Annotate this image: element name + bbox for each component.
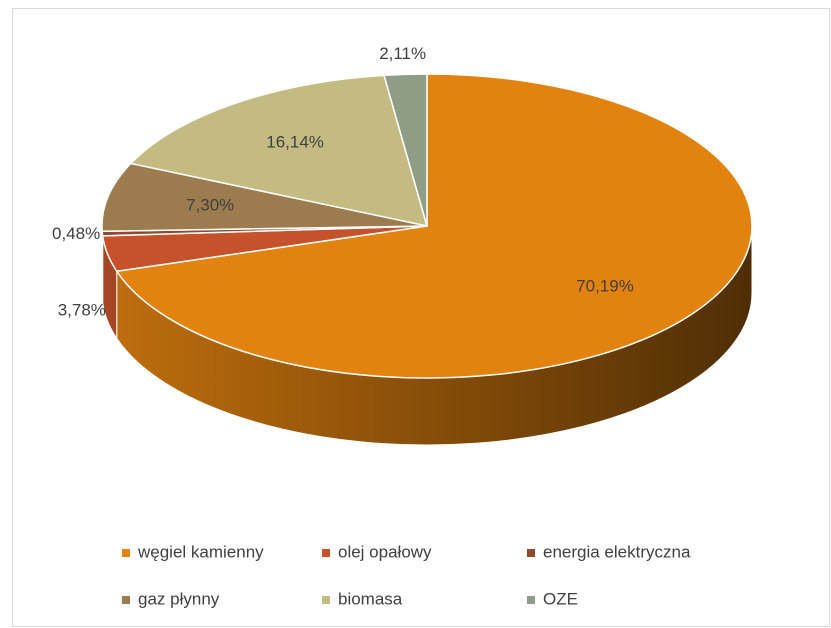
data-label: 7,30% <box>186 195 234 214</box>
legend-swatch <box>322 596 330 604</box>
pie-slice <box>383 73 428 227</box>
legend-swatch <box>322 549 330 557</box>
legend-swatch <box>122 549 130 557</box>
legend: węgiel kamienny olej opałowy energia elekt… <box>122 542 691 608</box>
legend-label: energia elektryczna <box>543 542 691 561</box>
data-label: 0,48% <box>52 224 100 243</box>
pie-slice <box>115 73 753 379</box>
legend-label: węgiel kamienny <box>137 542 264 561</box>
legend-label: gaz płynny <box>138 589 220 608</box>
data-label: 16,14% <box>266 133 324 152</box>
legend-label: biomasa <box>338 589 403 608</box>
data-labels: 70,19% 3,78% 0,48% 7,30% 16,14% 2,11% <box>52 44 634 319</box>
data-label: 70,19% <box>576 277 634 296</box>
pie-tops <box>101 73 753 379</box>
legend-swatch <box>122 596 130 604</box>
legend-swatch <box>527 549 535 557</box>
legend-label: OZE <box>543 589 578 608</box>
data-label: 3,78% <box>58 300 106 319</box>
pie-slice <box>129 74 429 227</box>
pie-slice <box>101 162 428 233</box>
legend-label: olej opałowy <box>338 542 432 561</box>
legend-swatch <box>527 596 535 604</box>
data-label: 2,11% <box>379 44 426 63</box>
